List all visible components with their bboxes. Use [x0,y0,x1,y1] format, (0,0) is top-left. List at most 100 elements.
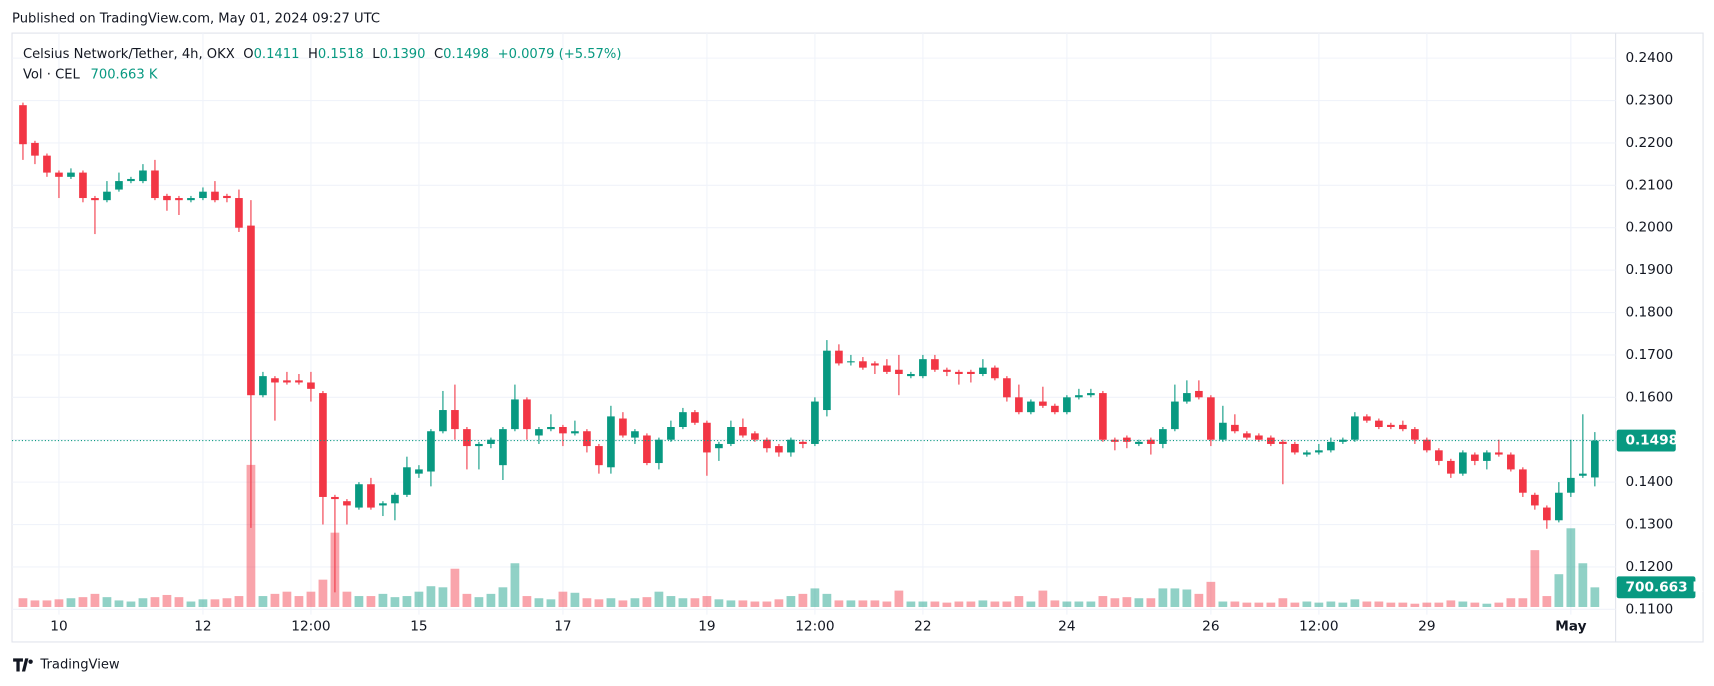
volume-bar [1194,593,1204,607]
volume-badge [1616,576,1696,599]
candle-body [691,412,699,423]
candle-body [1231,424,1239,432]
x-tick-label: 29 [1418,619,1435,635]
candle-body [1483,452,1491,461]
candle-body [631,431,639,438]
volume-bar [966,601,976,607]
candle-body [1291,443,1299,453]
volume-bar [114,600,124,607]
volume-bar [1566,528,1576,607]
candle-body [667,426,675,440]
candle-body [91,198,99,201]
candle-body [391,494,399,504]
volume-bar [354,596,364,607]
candle-body [1123,437,1131,442]
candle-body [1015,397,1023,413]
volume-bar [150,597,160,607]
candle-body [1399,424,1407,430]
volume-bar [474,597,484,607]
volume-bar [1458,601,1468,607]
candle-body [1003,378,1011,398]
candle-body [1255,435,1263,440]
y-tick-label: 0.1900 [1625,262,1673,278]
volume-bar [402,596,412,607]
candle-body [1327,441,1335,451]
candle-body [919,359,927,377]
candle-body [823,350,831,411]
candle-body [1579,473,1587,476]
volume-bar [1242,602,1252,607]
volume-bar [234,596,244,607]
candle-body [1519,469,1527,493]
volume-bar [1554,574,1564,607]
candle-body [895,369,903,374]
candle-body [571,431,579,434]
candle-body [739,426,747,436]
volume-bar [1518,598,1528,607]
volume-bar [570,592,580,607]
x-tick-label: 17 [554,619,571,635]
volume-bar [162,594,172,607]
candle-body [595,446,603,466]
volume-bar [1494,602,1504,607]
x-tick-label: 22 [914,619,931,635]
candle-body [1567,477,1575,493]
volume-bar [822,593,832,607]
volume-bar [1470,602,1480,607]
candle-body [1183,393,1191,402]
volume-bar [1278,598,1288,607]
candle-body [223,195,231,199]
candle-body [259,376,267,396]
volume-bar [1050,600,1060,607]
volume-bar [1170,588,1180,607]
volume-bar [750,601,760,607]
volume-bar [78,597,88,607]
candle-body [1099,393,1107,440]
candle-body [991,367,999,379]
volume-bar [522,596,532,607]
volume-bar [1122,597,1132,607]
candle-body [79,172,87,199]
volume-bar [870,600,880,607]
candle-body [487,439,495,444]
high-value: 0.1518 [318,46,364,61]
volume-bar [174,597,184,607]
candle-body [1243,433,1251,438]
x-tick-label: 10 [50,619,67,635]
candle-body [499,429,507,466]
candle-body [331,496,339,500]
volume-bar [66,598,76,607]
candle-body [415,469,423,474]
candle-body [271,378,279,383]
candle-body [1087,393,1095,396]
candle-body [19,105,27,145]
volume-bar [1026,601,1036,607]
open-value: 0.1411 [254,46,300,61]
candle-body [907,373,915,377]
candle-body [1135,441,1143,444]
volume-bar [246,464,256,607]
volume-bar [810,588,820,607]
candle-body [31,142,39,156]
candle-body [607,416,615,468]
candle-body [1267,437,1275,444]
candle-body [463,429,471,447]
candle-body [43,155,51,173]
x-tick-label: 12:00 [1299,619,1338,635]
candle-body [1027,401,1035,413]
volume-bar [1074,601,1084,607]
y-tick-label: 0.1600 [1625,389,1673,405]
candle-body [379,503,387,506]
candle-body [643,435,651,464]
candle-body [847,361,855,363]
volume-bar [546,599,556,607]
volume-bar [294,596,304,607]
volume-bar [270,593,280,607]
volume-bar [594,599,604,607]
volume-bar [1218,601,1228,607]
volume-bar [498,587,508,607]
volume-bar [486,593,496,607]
candle-body [931,359,939,370]
candle-body [1159,429,1167,444]
